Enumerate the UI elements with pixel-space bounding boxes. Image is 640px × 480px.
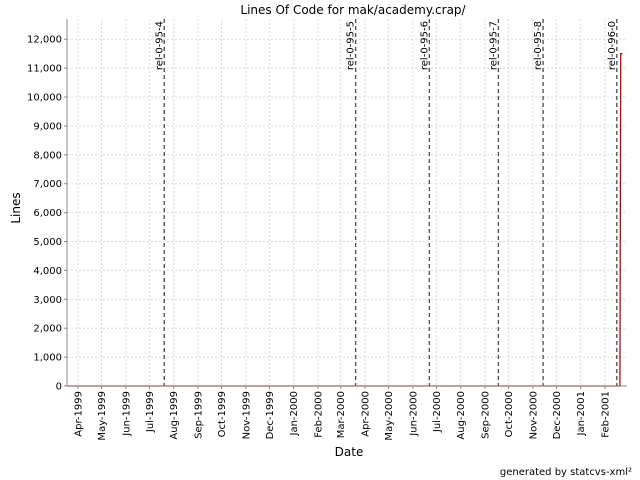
x-tick-label: Sep-1999: [193, 391, 204, 439]
x-tick-label: May-2000: [384, 391, 395, 441]
y-tick-label: 6,000: [33, 208, 62, 219]
y-tick-label: 0: [56, 382, 62, 393]
x-tick-label: Oct-2000: [504, 391, 515, 437]
x-tick-label: Jan-2001: [576, 391, 587, 436]
x-tick-label: Nov-2000: [528, 391, 539, 439]
x-tick-label: Sep-2000: [481, 391, 492, 439]
release-marker-label: rel-0-96-0: [607, 21, 618, 70]
release-marker-label: rel-0-95-4: [154, 21, 165, 70]
series-line: [67, 53, 623, 387]
x-tick-label: Jul-1999: [145, 391, 156, 433]
x-tick-label: Jul-2000: [432, 391, 443, 433]
series-layer: [67, 53, 623, 387]
y-tick-label: 9,000: [33, 121, 62, 132]
x-tick-label: Aug-2000: [456, 391, 467, 440]
x-tick-label: Mar-2000: [336, 391, 347, 438]
y-tick-label: 8,000: [33, 150, 62, 161]
chart-title: Lines Of Code for mak/academy.crap/: [240, 3, 466, 17]
y-tick-label: 10,000: [27, 93, 62, 104]
x-tick-label: Jan-2000: [289, 391, 300, 436]
axes: [64, 19, 627, 389]
x-tick-label: Dec-1999: [265, 391, 276, 439]
x-tick-label: Apr-1999: [73, 391, 84, 437]
y-tick-label: 1,000: [33, 353, 62, 364]
x-tick-label: Apr-2000: [361, 391, 372, 437]
release-markers: rel-0-95-4 rel-0-95-5 rel-0-95-6 rel-0-95-7…: [154, 19, 618, 386]
x-tick-label: Jun-2000: [408, 391, 419, 437]
y-tick-label: 7,000: [33, 179, 62, 190]
grid: [67, 19, 627, 387]
y-tick-label: 11,000: [27, 64, 62, 75]
footer-credit: generated by statcvs-xml²: [500, 467, 632, 478]
release-marker-label: rel-0-95-6: [419, 21, 430, 70]
y-tick-label: 4,000: [33, 266, 62, 277]
x-tick-label: Feb-2001: [601, 391, 612, 438]
x-tick-label: Aug-1999: [169, 391, 180, 440]
x-tick-label: May-1999: [97, 391, 108, 441]
y-tick-label: 3,000: [33, 295, 62, 306]
x-tick-label: Jun-1999: [121, 391, 132, 437]
y-tick-label: 5,000: [33, 237, 62, 248]
x-tick-label: Dec-2000: [552, 391, 563, 439]
x-tick-label: Nov-1999: [241, 391, 252, 439]
x-tick-labels: Apr-1999 May-1999 Jun-1999 Jul-1999 Aug-1999…: [73, 391, 611, 441]
x-axis-label: Date: [335, 445, 364, 459]
y-tick-label: 12,000: [27, 35, 62, 46]
y-axis-label: Lines: [9, 192, 23, 223]
x-tick-label: Feb-2000: [313, 391, 324, 438]
x-tick-label: Oct-1999: [217, 391, 228, 437]
y-tick-label: 2,000: [33, 324, 62, 335]
release-marker-label: rel-0-95-5: [346, 21, 357, 70]
release-marker-label: rel-0-95-8: [533, 21, 544, 70]
release-marker-label: rel-0-95-7: [488, 21, 499, 70]
y-tick-labels: 0 1,000 2,000 3,000 4,000 5,000 6,000 7,000 8,00…: [27, 35, 62, 393]
